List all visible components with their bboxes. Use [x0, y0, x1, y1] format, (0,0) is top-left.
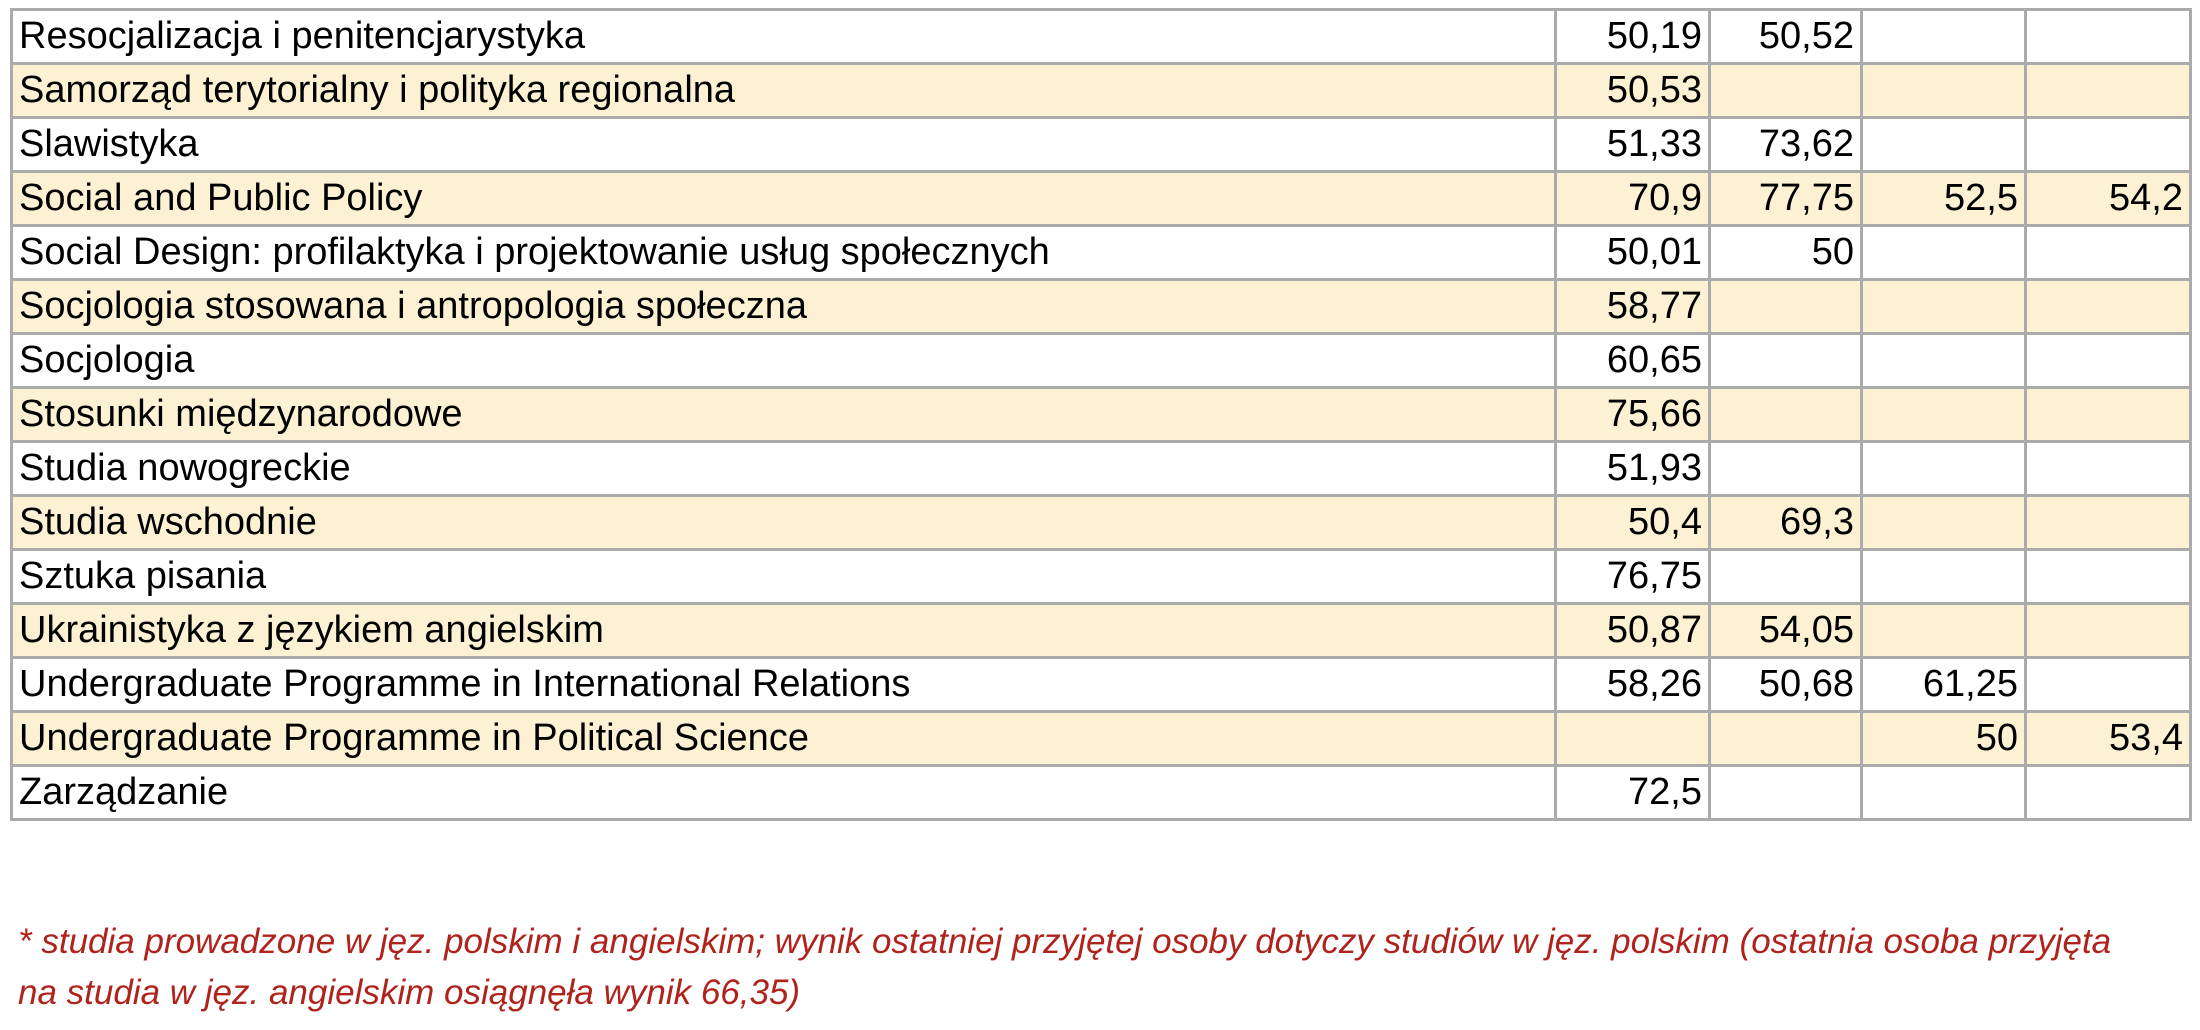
table-row: Resocjalizacja i penitencjarystyka 50,19…	[10, 8, 2192, 65]
score-cell: 73,62	[1708, 116, 1863, 173]
score-cell: 61,25	[1860, 656, 2027, 713]
score-cell: 60,65	[1554, 332, 1711, 389]
score-cell	[1708, 548, 1863, 605]
score-cell	[2024, 602, 2192, 659]
program-name: Stosunki międzynarodowe	[10, 386, 1557, 443]
score-cell: 77,75	[1708, 170, 1863, 227]
score-cell	[1860, 494, 2027, 551]
score-cell	[1708, 332, 1863, 389]
program-name: Resocjalizacja i penitencjarystyka	[10, 8, 1557, 65]
score-cell: 69,3	[1708, 494, 1863, 551]
score-cell: 52,5	[1860, 170, 2027, 227]
program-name: Undergraduate Programme in International…	[10, 656, 1557, 713]
score-cell: 50	[1860, 710, 2027, 767]
program-name: Ukrainistyka z językiem angielskim	[10, 602, 1557, 659]
score-cell	[1860, 440, 2027, 497]
score-cell	[1860, 602, 2027, 659]
score-cell	[1708, 278, 1863, 335]
program-name: Undergraduate Programme in Political Sci…	[10, 710, 1557, 767]
score-cell: 54,05	[1708, 602, 1863, 659]
program-name: Zarządzanie	[10, 764, 1557, 821]
score-cell: 75,66	[1554, 386, 1711, 443]
table-row: Stosunki międzynarodowe 75,66	[10, 386, 2192, 443]
score-cell	[2024, 764, 2192, 821]
score-cell: 53,4	[2024, 710, 2192, 767]
program-name: Social Design: profilaktyka i projektowa…	[10, 224, 1557, 281]
score-cell: 72,5	[1554, 764, 1711, 821]
footnote: * studia prowadzone w jęz. polskim i ang…	[18, 916, 2188, 1018]
score-cell	[1708, 764, 1863, 821]
score-cell	[1708, 62, 1863, 119]
table-row: Sztuka pisania 76,75	[10, 548, 2192, 605]
score-cell	[2024, 656, 2192, 713]
table-row: Ukrainistyka z językiem angielskim 50,87…	[10, 602, 2192, 659]
results-table-container: Resocjalizacja i penitencjarystyka 50,19…	[10, 8, 2192, 821]
score-cell	[2024, 8, 2192, 65]
table-row: Undergraduate Programme in International…	[10, 656, 2192, 713]
score-cell: 76,75	[1554, 548, 1711, 605]
score-cell: 51,93	[1554, 440, 1711, 497]
score-cell	[1860, 278, 2027, 335]
score-cell	[1708, 386, 1863, 443]
score-cell: 50,87	[1554, 602, 1711, 659]
table-row: Studia wschodnie 50,4 69,3	[10, 494, 2192, 551]
results-table-body: Resocjalizacja i penitencjarystyka 50,19…	[10, 8, 2192, 821]
score-cell: 70,9	[1554, 170, 1711, 227]
table-row: Undergraduate Programme in Political Sci…	[10, 710, 2192, 767]
program-name: Socjologia stosowana i antropologia społ…	[10, 278, 1557, 335]
score-cell: 50,52	[1708, 8, 1863, 65]
program-name: Studia nowogreckie	[10, 440, 1557, 497]
score-cell	[1860, 332, 2027, 389]
score-cell	[2024, 116, 2192, 173]
score-cell	[1860, 8, 2027, 65]
score-cell	[1860, 548, 2027, 605]
score-cell	[2024, 332, 2192, 389]
score-cell: 50,53	[1554, 62, 1711, 119]
score-cell	[2024, 224, 2192, 281]
program-name: Samorząd terytorialny i polityka regiona…	[10, 62, 1557, 119]
score-cell	[1860, 764, 2027, 821]
score-cell	[1554, 710, 1711, 767]
results-table: Resocjalizacja i penitencjarystyka 50,19…	[10, 8, 2192, 821]
program-name: Studia wschodnie	[10, 494, 1557, 551]
score-cell	[2024, 548, 2192, 605]
table-row: Studia nowogreckie 51,93	[10, 440, 2192, 497]
score-cell: 50,01	[1554, 224, 1711, 281]
score-cell: 50,68	[1708, 656, 1863, 713]
program-name: Social and Public Policy	[10, 170, 1557, 227]
score-cell	[2024, 62, 2192, 119]
table-row: Samorząd terytorialny i polityka regiona…	[10, 62, 2192, 119]
score-cell: 51,33	[1554, 116, 1711, 173]
score-cell	[2024, 278, 2192, 335]
table-row: Zarządzanie 72,5	[10, 764, 2192, 821]
score-cell: 58,26	[1554, 656, 1711, 713]
footnote-line: * studia prowadzone w jęz. polskim i ang…	[18, 922, 2112, 961]
score-cell	[2024, 440, 2192, 497]
score-cell: 58,77	[1554, 278, 1711, 335]
score-cell: 50	[1708, 224, 1863, 281]
score-cell	[2024, 494, 2192, 551]
score-cell	[1708, 710, 1863, 767]
score-cell	[1860, 62, 2027, 119]
table-row: Socjologia stosowana i antropologia społ…	[10, 278, 2192, 335]
table-row: Social and Public Policy 70,9 77,75 52,5…	[10, 170, 2192, 227]
score-cell: 50,4	[1554, 494, 1711, 551]
score-cell	[1860, 224, 2027, 281]
score-cell	[2024, 386, 2192, 443]
score-cell	[1860, 116, 2027, 173]
score-cell	[1708, 440, 1863, 497]
table-row: Socjologia 60,65	[10, 332, 2192, 389]
footnote-line: na studia w jęz. angielskim osiągnęła wy…	[18, 973, 801, 1012]
table-row: Slawistyka 51,33 73,62	[10, 116, 2192, 173]
score-cell	[1860, 386, 2027, 443]
program-name: Socjologia	[10, 332, 1557, 389]
program-name: Slawistyka	[10, 116, 1557, 173]
program-name: Sztuka pisania	[10, 548, 1557, 605]
score-cell: 50,19	[1554, 8, 1711, 65]
score-cell: 54,2	[2024, 170, 2192, 227]
table-row: Social Design: profilaktyka i projektowa…	[10, 224, 2192, 281]
